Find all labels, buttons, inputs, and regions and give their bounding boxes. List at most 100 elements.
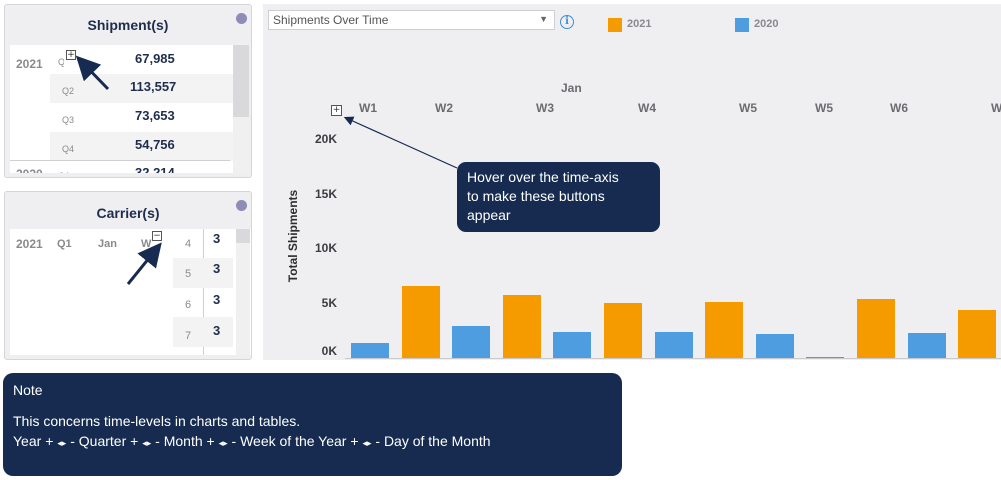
scrollbar-thumb[interactable]: [233, 45, 249, 117]
level-day: Day of the Month: [383, 433, 491, 449]
level-week: Week of the Year: [240, 433, 347, 449]
separator: -: [231, 433, 237, 449]
week-label: W1: [359, 101, 377, 115]
expand-button[interactable]: +: [66, 50, 76, 60]
month-label: Jan: [98, 238, 117, 250]
panel-menu-dot[interactable]: [236, 200, 247, 211]
bar-2020[interactable]: [806, 356, 845, 358]
y-tick-label: 20K: [314, 132, 337, 146]
table-row: [50, 132, 249, 161]
y-tick-label: 10K: [314, 241, 337, 255]
collapse-button[interactable]: −: [152, 231, 162, 241]
carrier-value: 3: [213, 231, 221, 246]
carrier-value: 3: [213, 292, 221, 307]
carrier-table: 2021 Q1 Jan W − 4 5 6 7 3 3 3 3: [10, 229, 251, 355]
quarter-q1-label: Q1: [58, 57, 64, 67]
arrows-icon: ◂▸: [362, 439, 372, 449]
bar-2020[interactable]: [351, 342, 389, 358]
quarter-label: Q1: [57, 238, 72, 250]
tooltip-line: to make these buttons: [467, 188, 605, 204]
year-2021-label: 2021: [16, 57, 43, 71]
hover-hint-tooltip: Hover over the time-axis to make these b…: [457, 162, 660, 232]
week-label: W5: [739, 101, 757, 115]
week-label: W: [141, 238, 152, 250]
quarter-label: Q2: [62, 86, 75, 96]
table-row: [10, 45, 230, 74]
week-number: 4: [185, 238, 192, 250]
shipment-value: 54,756: [135, 137, 175, 152]
week-number: 5: [185, 268, 192, 280]
table-row: [173, 258, 233, 288]
table-row: [173, 317, 233, 347]
level-year: Year: [13, 433, 42, 449]
shipments-table: 2021 Q1 + Q2 Q3 Q4 67,985 113,557 73,653…: [10, 45, 249, 173]
bar-2021[interactable]: [604, 303, 642, 358]
week-label: W4: [638, 101, 656, 115]
plus-text: +: [206, 433, 215, 449]
year-label: 2021: [16, 237, 43, 251]
note-text: This concerns time-levels in charts and …: [13, 413, 301, 429]
table-row: [10, 103, 230, 132]
month-label: Jan: [561, 81, 582, 95]
y-tick-label: 15K: [314, 187, 337, 201]
week-label: W3: [536, 101, 554, 115]
shipment-value: 113,557: [130, 79, 177, 94]
arrows-icon: ◂▸: [57, 439, 67, 449]
separator: -: [155, 433, 160, 449]
quarter-label: Q1: [58, 171, 70, 173]
carrier-panel: Carrier(s) 2021 Q1 Jan W − 4 5 6 7 3 3 3…: [4, 191, 252, 360]
note-box: Note This concerns time-levels in charts…: [3, 373, 622, 476]
expand-button[interactable]: +: [331, 105, 342, 116]
chevron-down-icon: ▼: [539, 14, 548, 24]
arrows-icon: ◂▸: [218, 439, 228, 449]
panel-menu-dot[interactable]: [236, 13, 247, 24]
plus-text: +: [350, 433, 359, 449]
scrollbar-thumb[interactable]: [236, 229, 250, 243]
shipment-value: 67,985: [135, 51, 175, 66]
scrollbar[interactable]: [236, 229, 250, 355]
y-axis-label: Total Shipments: [286, 189, 300, 283]
legend-label-2020: 2020: [754, 18, 779, 30]
bar-2021[interactable]: [705, 302, 744, 358]
carrier-value: 3: [213, 323, 221, 338]
bar-2020[interactable]: [907, 332, 946, 358]
bar-2020[interactable]: [452, 326, 491, 358]
legend-label-2021: 2021: [627, 18, 652, 30]
tooltip-line: Hover over the time-axis: [467, 169, 619, 185]
chart-type-dropdown[interactable]: Shipments Over Time ▼: [268, 10, 555, 30]
x-axis-line: [345, 358, 1001, 359]
separator: -: [375, 433, 381, 449]
bar-plot-area: [345, 139, 1001, 358]
bar-2021[interactable]: [401, 285, 440, 358]
week-number: 6: [185, 299, 192, 311]
bar-2021[interactable]: [502, 294, 541, 358]
level-quarter: Quarter: [78, 433, 127, 449]
shipments-panel: Shipment(s) 2021 Q1 + Q2 Q3 Q4 67,985 11…: [4, 4, 252, 178]
tooltip-line: appear: [467, 207, 511, 223]
bar-2021[interactable]: [857, 298, 895, 358]
plus-text: +: [130, 433, 139, 449]
dropdown-value: Shipments Over Time: [273, 13, 389, 27]
legend-swatch-2020: [735, 18, 749, 32]
carrier-panel-title: Carrier(s): [96, 205, 160, 221]
note-hierarchy: Year + ◂▸ - Quarter + ◂▸ - Month + ◂▸ - …: [13, 433, 491, 449]
week-number: 7: [185, 330, 192, 342]
bar-2020[interactable]: [755, 333, 794, 358]
y-tick-label: 0K: [321, 344, 337, 358]
year-2020-label: 2020: [16, 167, 43, 173]
week-label: W5: [815, 101, 833, 115]
y-tick-label: 5K: [321, 296, 337, 310]
level-month: Month: [163, 433, 203, 449]
week-label: W2: [435, 101, 453, 115]
bar-2020[interactable]: [654, 331, 693, 358]
bar-2020[interactable]: [553, 331, 592, 358]
bar-2021[interactable]: [958, 309, 997, 358]
week-label: W6: [890, 101, 908, 115]
shipment-value: 73,653: [135, 108, 175, 123]
arrows-icon: ◂▸: [142, 439, 152, 449]
info-icon[interactable]: i: [560, 15, 574, 29]
legend-swatch-2021: [608, 18, 622, 32]
quarter-label: Q3: [62, 115, 75, 125]
shipments-panel-title: Shipment(s): [87, 17, 169, 33]
week-label: W: [991, 101, 1001, 115]
